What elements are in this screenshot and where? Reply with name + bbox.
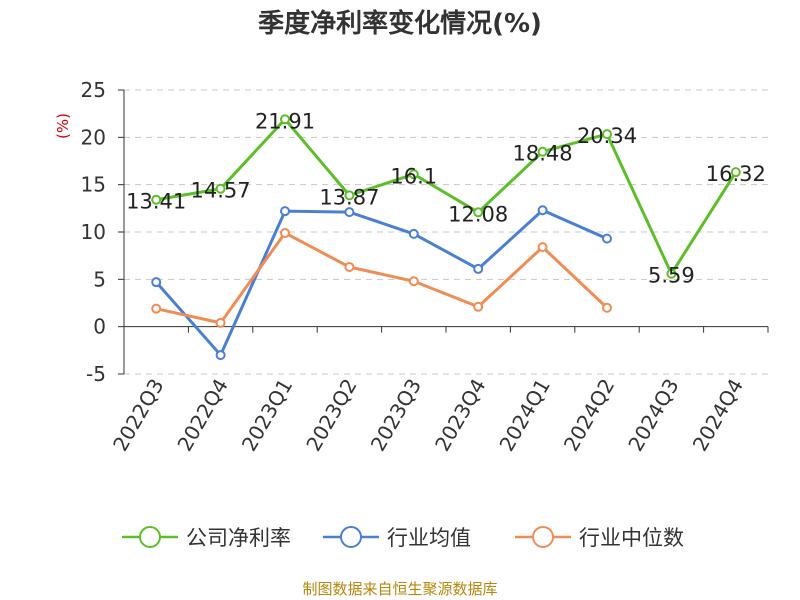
series-line xyxy=(155,117,738,276)
data-point xyxy=(215,183,226,194)
data-point xyxy=(151,277,162,288)
data-label: 13.87 xyxy=(319,185,379,209)
data-point xyxy=(666,268,677,279)
data-point xyxy=(537,242,548,253)
data-point xyxy=(344,207,355,218)
data-label: 21.91 xyxy=(255,109,315,133)
data-point xyxy=(602,129,612,140)
data-label: 16.1 xyxy=(390,164,437,188)
data-label: 14.57 xyxy=(191,179,251,203)
data-point xyxy=(602,233,612,244)
data-point xyxy=(473,207,484,218)
y-unit-label: (%) xyxy=(54,113,72,139)
x-tick-label: 2024Q4 xyxy=(688,375,748,456)
x-tick-label: 2024Q3 xyxy=(623,375,683,456)
data-label: 20.34 xyxy=(577,124,637,148)
source-note: 制图数据来自恒生聚源数据库 xyxy=(302,580,497,598)
y-tick-label: 5 xyxy=(93,267,106,291)
series-line xyxy=(155,208,608,357)
x-tick-label: 2022Q4 xyxy=(172,375,232,456)
data-label: 13.41 xyxy=(126,190,186,214)
y-tick-label: 20 xyxy=(81,125,106,149)
data-point xyxy=(408,169,419,180)
legend-marker xyxy=(340,526,362,548)
gridlines xyxy=(124,89,768,375)
data-point xyxy=(215,350,226,361)
data-point xyxy=(215,317,226,328)
data-point xyxy=(280,206,290,217)
data-point xyxy=(280,114,290,125)
data-point xyxy=(344,262,355,273)
legend-marker xyxy=(139,526,161,548)
legend[interactable]: 公司净利率 行业均值 行业中位数 xyxy=(122,526,684,550)
y-tick-label: 0 xyxy=(93,315,106,339)
data-point xyxy=(602,302,612,313)
y-tick-labels: -5 0 5 10 15 20 25 xyxy=(81,78,106,386)
legend-marker xyxy=(532,526,554,548)
y-tick-label: 25 xyxy=(81,78,106,102)
chart-title: 季度净利率变化情况(%) xyxy=(258,8,542,39)
data-label: 18.48 xyxy=(513,142,573,166)
legend-label: 行业中位数 xyxy=(579,526,684,550)
data-point xyxy=(473,301,484,312)
series-line xyxy=(155,231,609,325)
x-tick-label: 2023Q3 xyxy=(366,375,426,456)
data-point xyxy=(537,146,548,157)
x-tick-labels: 2022Q3 2022Q4 2023Q1 2023Q2 2023Q3 2023Q4 2024… xyxy=(108,375,748,456)
data-label: 5.59 xyxy=(648,264,695,288)
series-1 xyxy=(151,205,612,361)
data-point xyxy=(473,263,484,274)
x-tick-label: 2023Q2 xyxy=(301,375,361,456)
data-point xyxy=(537,205,548,216)
y-tick-label: -5 xyxy=(86,362,106,386)
data-point xyxy=(151,194,162,205)
legend-item-1[interactable]: 行业均值 xyxy=(323,526,471,550)
legend-label: 公司净利率 xyxy=(186,526,291,550)
legend-item-0[interactable]: 公司净利率 xyxy=(122,526,291,550)
x-tick-label: 2024Q2 xyxy=(559,375,619,456)
y-tick-label: 15 xyxy=(81,173,106,197)
axes xyxy=(118,89,769,375)
data-point xyxy=(344,190,355,201)
legend-item-2[interactable]: 行业中位数 xyxy=(515,526,684,550)
legend-label: 行业均值 xyxy=(387,526,471,550)
x-tick-label: 2023Q1 xyxy=(237,375,297,456)
data-point xyxy=(408,276,419,287)
data-label: 16.32 xyxy=(706,162,766,186)
x-tick-label: 2024Q1 xyxy=(494,375,554,456)
x-tick-label: 2022Q3 xyxy=(108,375,168,456)
data-point xyxy=(280,227,290,238)
data-point xyxy=(151,303,162,314)
data-point xyxy=(730,167,741,178)
x-tick-label: 2023Q4 xyxy=(430,375,490,456)
data-label: 12.08 xyxy=(448,202,508,226)
y-tick-label: 10 xyxy=(81,220,106,244)
series-2 xyxy=(151,227,612,328)
data-point xyxy=(408,228,419,239)
